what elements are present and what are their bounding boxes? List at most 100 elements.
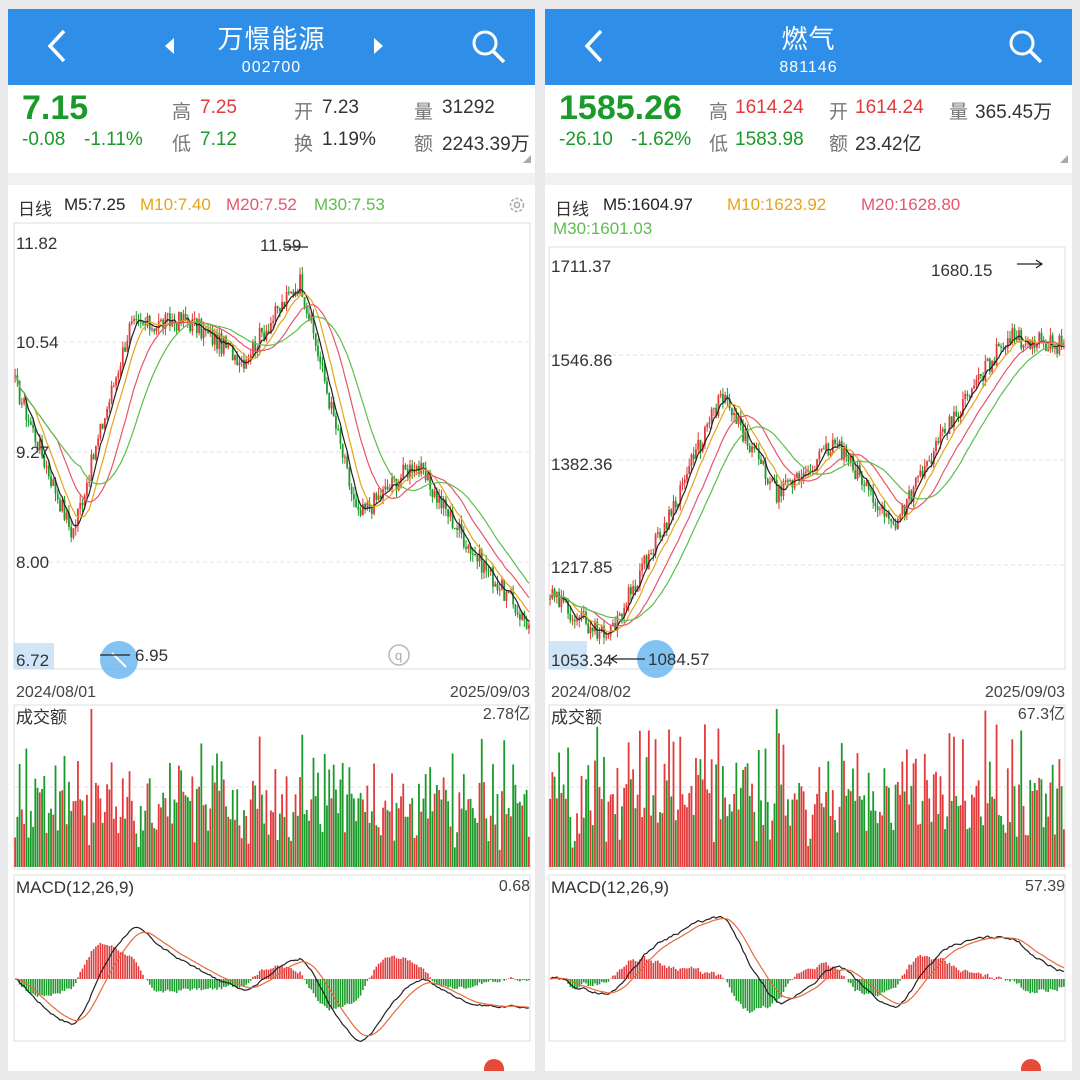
nav-bar: 万憬能源 002700 [8,9,535,85]
volume-bar [721,766,724,867]
volume-bar [816,793,818,867]
macd-bar [357,979,360,999]
volume-bar [887,787,890,867]
kline-chart[interactable]: 11.82 10.54 9.27 8.00 6.72 11.59 6.95 q … [8,9,535,1071]
candle-body [516,612,519,615]
zoom-handle-icon[interactable] [637,640,675,678]
candle-body [128,323,131,341]
candle-body [1056,347,1059,354]
volume-bar [207,830,209,867]
price-change: -0.08 [22,129,66,150]
volume-bar [442,777,445,867]
period-label[interactable]: 日线 [555,200,589,219]
macd-bar [858,979,861,992]
last-price: 7.15 [22,89,89,127]
macd-bar [796,973,798,979]
volume-bar [881,815,884,867]
candle-body [90,454,93,482]
notification-dot[interactable] [484,1059,504,1071]
settings-gear-icon[interactable] [507,195,527,215]
volume-bar [155,829,158,867]
back-arrow-icon[interactable] [42,25,76,67]
candle-body [937,441,940,443]
macd-bar [648,959,650,979]
volume-bar [527,836,530,867]
volume-bars [549,709,1065,867]
kline-frame [13,222,531,670]
volume-bar [609,794,612,867]
expand-corner-icon[interactable] [1060,155,1068,163]
volume-bar [462,774,465,867]
volume-bar [778,733,780,867]
macd-bar [791,979,794,980]
macd-bar [953,965,955,979]
macd-bar [310,979,313,990]
macd-bar [616,971,619,979]
volume-bar [469,798,472,867]
macd-bar [964,969,966,979]
macd-bar [119,952,122,979]
prev-stock-icon[interactable] [160,35,180,57]
macd-bar [1054,979,1056,990]
candle-body [656,532,659,535]
volume-bar [1058,759,1061,867]
volume-bar [753,811,756,867]
volume-bar [292,812,295,867]
macd-bar [654,960,657,979]
macd-bar [305,979,308,985]
macd-bar [827,965,830,979]
replay-icon[interactable] [388,644,410,666]
macd-bar [83,964,86,979]
volume-bar [364,812,367,867]
volume-bar [121,778,124,867]
macd-bar [364,979,366,987]
next-stock-icon[interactable] [368,35,388,57]
macd-bar [874,979,877,996]
volume-bar [733,793,735,867]
volume-bar [775,709,778,867]
volume-bar [845,795,848,867]
volume-bar [303,814,306,867]
expand-corner-icon[interactable] [523,155,531,163]
candle-body [218,332,221,349]
macd-bar [211,979,214,990]
kline-chart[interactable]: 1711.37 1546.86 1382.36 1217.85 1053.34 … [545,9,1072,1071]
macd-bar [906,969,908,979]
volume-bar [344,832,346,867]
volume-bar [1062,829,1065,867]
candle-body [274,306,277,322]
macd-bar [558,979,560,980]
candle-body [108,402,111,410]
candle-body [195,318,198,333]
candle-body [677,503,679,508]
candle-body [789,480,792,482]
period-label[interactable]: 日线 [18,200,52,219]
search-icon[interactable] [1006,27,1046,67]
macd-bar [77,977,79,979]
volume-bar [605,841,608,867]
low-label: 低 [709,134,729,155]
macd-bar [36,979,39,997]
candle-body [1045,342,1047,351]
candle-body [364,504,367,510]
macd-bar [70,979,72,990]
macd-bar [180,979,182,991]
candle-body [753,446,756,449]
volume-bar [283,817,286,867]
back-arrow-icon[interactable] [579,25,613,67]
macd-bar [784,979,787,988]
macd-bar [1060,979,1063,988]
macd-bar [222,979,225,987]
candle-body [444,499,447,510]
candle-body [840,441,843,460]
candle-body [341,443,344,458]
macd-bar [505,979,508,980]
volume-bar [106,784,109,867]
candle-body [672,501,675,516]
volume-bar [83,815,86,867]
volume-bar [573,840,576,867]
candle-body [278,308,281,312]
macd-bar [800,972,803,979]
notification-dot[interactable] [1021,1059,1041,1071]
search-icon[interactable] [469,27,509,67]
